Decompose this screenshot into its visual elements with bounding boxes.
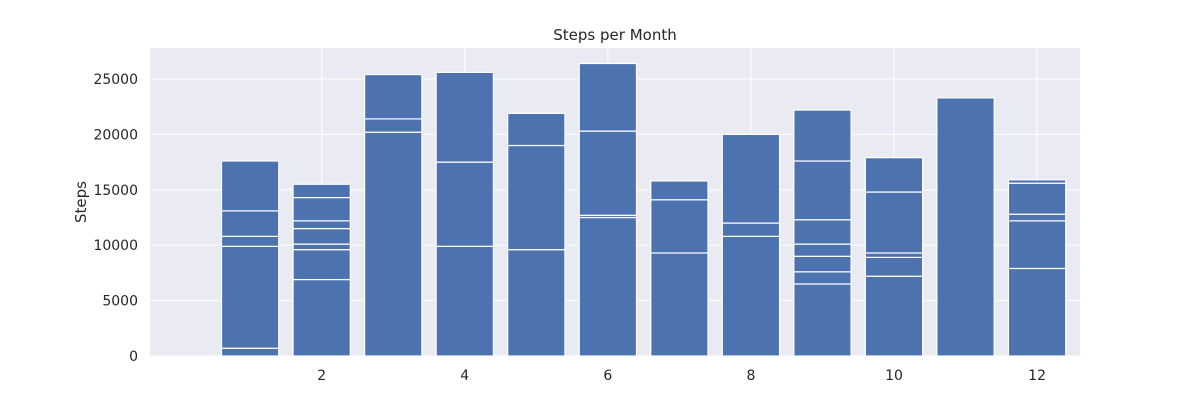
bar-segment [650,252,709,357]
bar-segment [220,235,280,247]
bar-segment [650,199,709,254]
bar-segment [435,161,494,247]
y-tick-label: 25000 [93,72,138,88]
bar-segment [507,112,566,147]
bar-segment [292,220,351,230]
y-axis: 0 5000 10000 15000 20000 25000 [93,72,138,365]
bar-segment [721,235,781,357]
bar-segment [292,243,351,251]
x-tick-label: 4 [460,368,469,384]
y-tick-label: 10000 [93,238,138,254]
bar-segment [364,118,423,133]
x-tick-label: 10 [885,368,903,384]
bar-segment [1007,213,1067,222]
x-tick-label: 2 [317,368,326,384]
bar-segment [578,62,638,132]
bar-segment [507,144,566,251]
bar-segment [507,249,566,357]
x-tick-label: 8 [746,368,755,384]
bar-segment [220,160,280,212]
bar-segment [364,73,423,120]
bar-segment [864,252,924,258]
bars [220,62,1067,357]
y-tick-label: 15000 [93,183,138,199]
bar-segment [864,191,924,254]
bar-segment [793,283,852,357]
bar-segment [292,227,351,245]
bar-segment [793,160,852,221]
bar-segment [864,157,924,193]
bar-segment [864,256,924,277]
bar-segment [292,249,351,281]
y-axis-label: Steps [72,181,90,223]
bar-segment [864,275,924,357]
bar-segment [578,130,638,216]
bar-segment [1007,220,1067,270]
bar-segment [578,216,638,357]
bar-segment [793,271,852,285]
bar-segment [793,109,852,162]
bar-segment [292,183,351,199]
bar-segment [1007,179,1067,184]
bar-segment [220,347,280,357]
x-axis: 2 4 6 8 10 12 [317,368,1046,384]
bar-segment [1007,182,1067,215]
bar-segment [721,222,781,237]
bar-segment [220,245,280,349]
bar-segment [292,196,351,222]
x-tick-label: 12 [1028,368,1046,384]
bar-segment [936,97,995,357]
bar-segment [650,180,709,201]
bar-segment [220,210,280,237]
bar-segment [364,131,423,357]
y-tick-label: 20000 [93,127,138,143]
bar-segment [1007,267,1067,357]
bar-segment [292,278,351,357]
bar-segment [793,255,852,273]
bar-segment [793,243,852,257]
chart-title: Steps per Month [553,26,676,44]
bar-segment [793,219,852,245]
bar-segment [435,71,494,163]
y-tick-label: 5000 [102,294,138,310]
bar-segment [721,133,781,224]
bar-segment [435,245,494,357]
y-tick-label: 0 [129,349,138,365]
x-tick-label: 6 [603,368,612,384]
